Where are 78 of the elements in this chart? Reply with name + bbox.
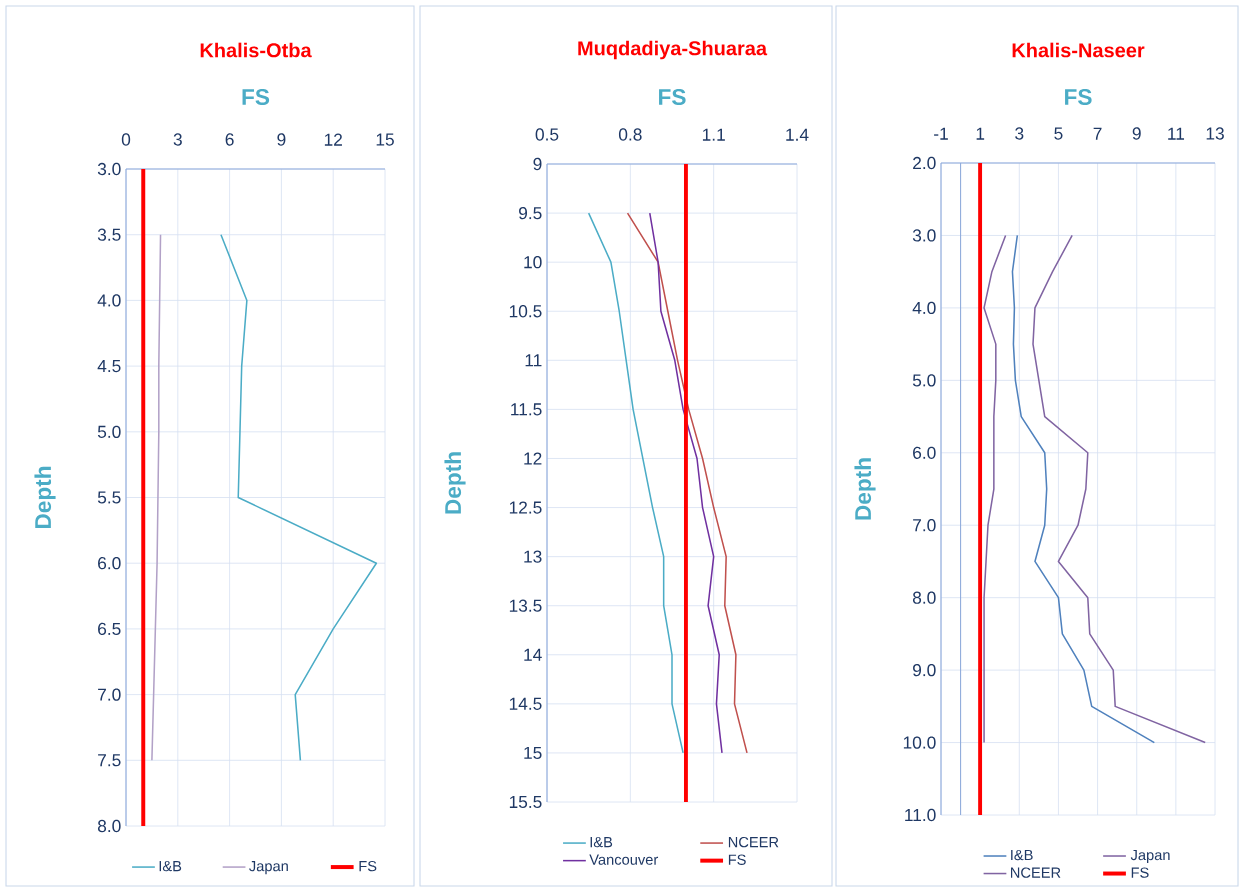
x-tick-label: 3 — [173, 133, 182, 146]
y-tick-label: 10.0 — [903, 736, 936, 749]
x-tick-label: 1 — [976, 127, 985, 140]
y-tick-label: 10 — [524, 256, 542, 269]
legend-label: FS — [728, 854, 746, 865]
y-tick-label: 13 — [524, 550, 542, 563]
x-tick-label: 3 — [1015, 127, 1024, 140]
y-tick-label: 3.0 — [97, 162, 121, 176]
legend-label: I&B — [159, 861, 182, 872]
y-tick-label: 6.0 — [98, 557, 121, 570]
y-tick-label: 13.5 — [509, 599, 542, 612]
x-tick-label: 1.1 — [702, 128, 725, 141]
y-tick-label: 11 — [525, 354, 542, 367]
legend-label: NCEER — [728, 836, 779, 848]
y-tick-label: 3.5 — [97, 228, 121, 241]
y-tick-label: 5.0 — [97, 425, 121, 438]
y-tick-label: 4.0 — [97, 294, 121, 307]
line-series — [220, 233, 378, 762]
y-tick-label: 12 — [524, 452, 542, 465]
x-tick-label: 13 — [1206, 127, 1224, 140]
legend-label: Japan — [1130, 849, 1170, 864]
legend-label: Japan — [249, 861, 288, 875]
y-tick-label: 11.0 — [905, 808, 936, 822]
y-axis-title: Depth — [854, 458, 876, 520]
chart-title: Khalis-Otba — [200, 42, 312, 58]
y-tick-label: 9.5 — [519, 206, 542, 220]
y-axis-title: Depth — [34, 466, 56, 529]
y-tick-label: 14 — [524, 648, 542, 661]
y-tick-label: 15 — [524, 746, 542, 759]
y-tick-label: 14.5 — [509, 697, 542, 710]
x-axis-title: FS — [242, 88, 270, 106]
y-tick-label: 9.0 — [913, 663, 936, 677]
x-tick-label: 7 — [1093, 127, 1102, 140]
legend-label: NCEER — [1011, 867, 1061, 878]
line-series — [151, 233, 162, 762]
y-tick-label: 12.5 — [509, 501, 542, 514]
y-tick-label: 6.0 — [913, 446, 936, 459]
chart-title: Muqdadiya-Shuaraa — [578, 40, 768, 60]
y-tick-label: 6.5 — [98, 622, 121, 636]
x-tick-label: 6 — [225, 133, 234, 146]
x-tick-label: 9 — [1132, 127, 1141, 140]
legend-label: I&B — [590, 837, 613, 848]
line-series — [626, 212, 748, 754]
x-tick-label: 5 — [1054, 127, 1063, 140]
legend-label: I&B — [1011, 849, 1033, 861]
line-series — [1011, 234, 1156, 744]
x-tick-label: 11 — [1168, 127, 1185, 140]
x-tick-label: 1.4 — [786, 128, 809, 141]
y-tick-label: 11.5 — [511, 403, 542, 416]
y-tick-label: 7.0 — [913, 519, 936, 532]
legend-label: FS — [359, 860, 377, 872]
legend-label: Vancouver — [589, 854, 659, 865]
legend-label: FS — [1131, 867, 1149, 878]
x-axis-title: FS — [1065, 88, 1092, 106]
y-tick-label: 8.0 — [912, 591, 936, 604]
x-tick-label: 0.8 — [618, 128, 642, 141]
x-tick-label: 0.5 — [535, 128, 559, 141]
x-tick-label: -1 — [934, 127, 948, 140]
x-tick-label: 0 — [121, 133, 131, 146]
x-tick-label: 12 — [324, 133, 342, 146]
y-tick-label: 15.5 — [509, 795, 542, 809]
line-series — [649, 212, 723, 754]
y-axis-title: Depth — [444, 452, 466, 514]
y-tick-label: 7.5 — [98, 754, 121, 767]
y-tick-label: 4.5 — [97, 360, 121, 373]
y-tick-label: 5.5 — [97, 491, 121, 504]
y-tick-label: 4.0 — [912, 301, 936, 315]
x-axis-title: FS — [659, 88, 686, 106]
y-tick-label: 10.5 — [509, 305, 542, 318]
x-tick-label: 9 — [277, 133, 286, 146]
y-tick-label: 9 — [533, 157, 542, 171]
y-tick-label: 7.0 — [98, 688, 121, 701]
y-tick-label: 3.0 — [912, 229, 936, 242]
chart-title: Khalis-Naseer — [1012, 42, 1145, 58]
y-tick-label: 8.0 — [97, 819, 121, 833]
y-tick-label: 5.0 — [912, 374, 936, 387]
y-tick-label: 2.0 — [913, 156, 936, 170]
x-tick-label: 15 — [376, 133, 394, 146]
